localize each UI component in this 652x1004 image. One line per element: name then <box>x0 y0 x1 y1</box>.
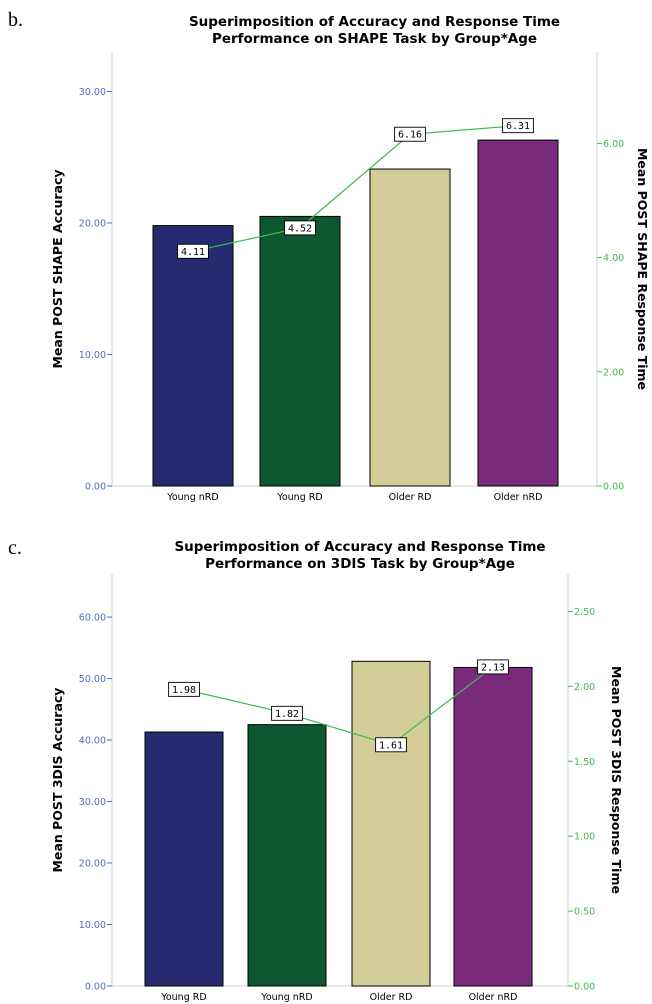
data-label-box <box>284 220 316 236</box>
chart-c: c. Superimposition of Accuracy and Respon… <box>8 537 624 1003</box>
left-tick-label: 10.00 <box>79 920 106 931</box>
right-tick-label: 0.00 <box>603 482 624 493</box>
data-label-box <box>271 705 303 721</box>
left-tick-label: 30.00 <box>79 87 106 98</box>
data-label: 1.98 <box>172 685 196 696</box>
left-tick-label: 20.00 <box>79 218 106 229</box>
x-tick-label: Young RD <box>276 492 322 503</box>
bar <box>259 215 341 487</box>
right-axis-title: Mean POST SHAPE Response Time <box>635 148 650 390</box>
data-label: 6.31 <box>506 121 530 132</box>
chart-b: b. Superimposition of Accuracy and Respon… <box>8 9 650 503</box>
left-axis-title: Mean POST 3DIS Accuracy <box>50 688 65 873</box>
data-label-box <box>477 659 509 675</box>
x-tick-label: Older nRD <box>469 992 518 1003</box>
right-tick-label: 0.50 <box>574 907 595 918</box>
bar <box>477 139 559 487</box>
right-tick-label: 1.00 <box>574 832 595 843</box>
chart-title-line: Superimposition of Accuracy and Response… <box>174 539 545 555</box>
data-label: 1.82 <box>275 709 299 720</box>
chart-title-line: Performance on 3DIS Task by Group*Age <box>205 556 515 572</box>
left-tick-label: 0.00 <box>85 982 106 993</box>
data-label-box <box>168 681 200 697</box>
chart-title-line: Performance on SHAPE Task by Group*Age <box>212 31 537 47</box>
bar <box>152 225 234 487</box>
panel-letter: b. <box>8 9 23 31</box>
left-tick-label: 20.00 <box>79 859 106 870</box>
right-tick-label: 0.00 <box>574 982 595 993</box>
x-tick-label: Older RD <box>389 492 432 503</box>
right-tick-label: 2.00 <box>574 682 595 693</box>
left-axis-title: Mean POST SHAPE Accuracy <box>50 169 65 368</box>
bar <box>144 731 224 987</box>
left-tick-label: 50.00 <box>79 674 106 685</box>
data-label: 2.13 <box>481 662 505 673</box>
data-label: 1.61 <box>379 740 403 751</box>
right-tick-label: 2.50 <box>574 607 595 618</box>
x-tick-label: Older nRD <box>494 492 543 503</box>
bar <box>351 660 431 987</box>
x-tick-label: Young nRD <box>260 992 312 1003</box>
data-label: 4.11 <box>181 247 205 258</box>
series-line <box>183 666 494 746</box>
right-axis-title: Mean POST 3DIS Response Time <box>609 666 624 894</box>
data-label-box <box>177 243 209 259</box>
left-tick-label: 60.00 <box>79 613 106 624</box>
chart-title-line: Superimposition of Accuracy and Response… <box>189 14 560 30</box>
data-label: 4.52 <box>288 223 312 234</box>
bar <box>453 666 533 987</box>
left-tick-label: 10.00 <box>79 350 106 361</box>
left-tick-label: 40.00 <box>79 736 106 747</box>
data-label-box <box>375 737 407 753</box>
right-tick-label: 4.00 <box>603 253 624 264</box>
bar <box>369 168 451 487</box>
panel-letter: c. <box>8 537 22 559</box>
right-tick-label: 2.00 <box>603 367 624 378</box>
data-label-box <box>502 118 534 134</box>
x-tick-label: Young nRD <box>166 492 218 503</box>
right-tick-label: 6.00 <box>603 139 624 150</box>
x-tick-label: Young RD <box>160 992 206 1003</box>
series-line <box>192 125 519 252</box>
right-tick-label: 1.50 <box>574 757 595 768</box>
bar <box>247 724 327 987</box>
left-tick-label: 30.00 <box>79 797 106 808</box>
x-tick-label: Older RD <box>370 992 413 1003</box>
data-label: 6.16 <box>398 130 422 141</box>
data-label-box <box>394 126 426 142</box>
left-tick-label: 0.00 <box>85 482 106 493</box>
